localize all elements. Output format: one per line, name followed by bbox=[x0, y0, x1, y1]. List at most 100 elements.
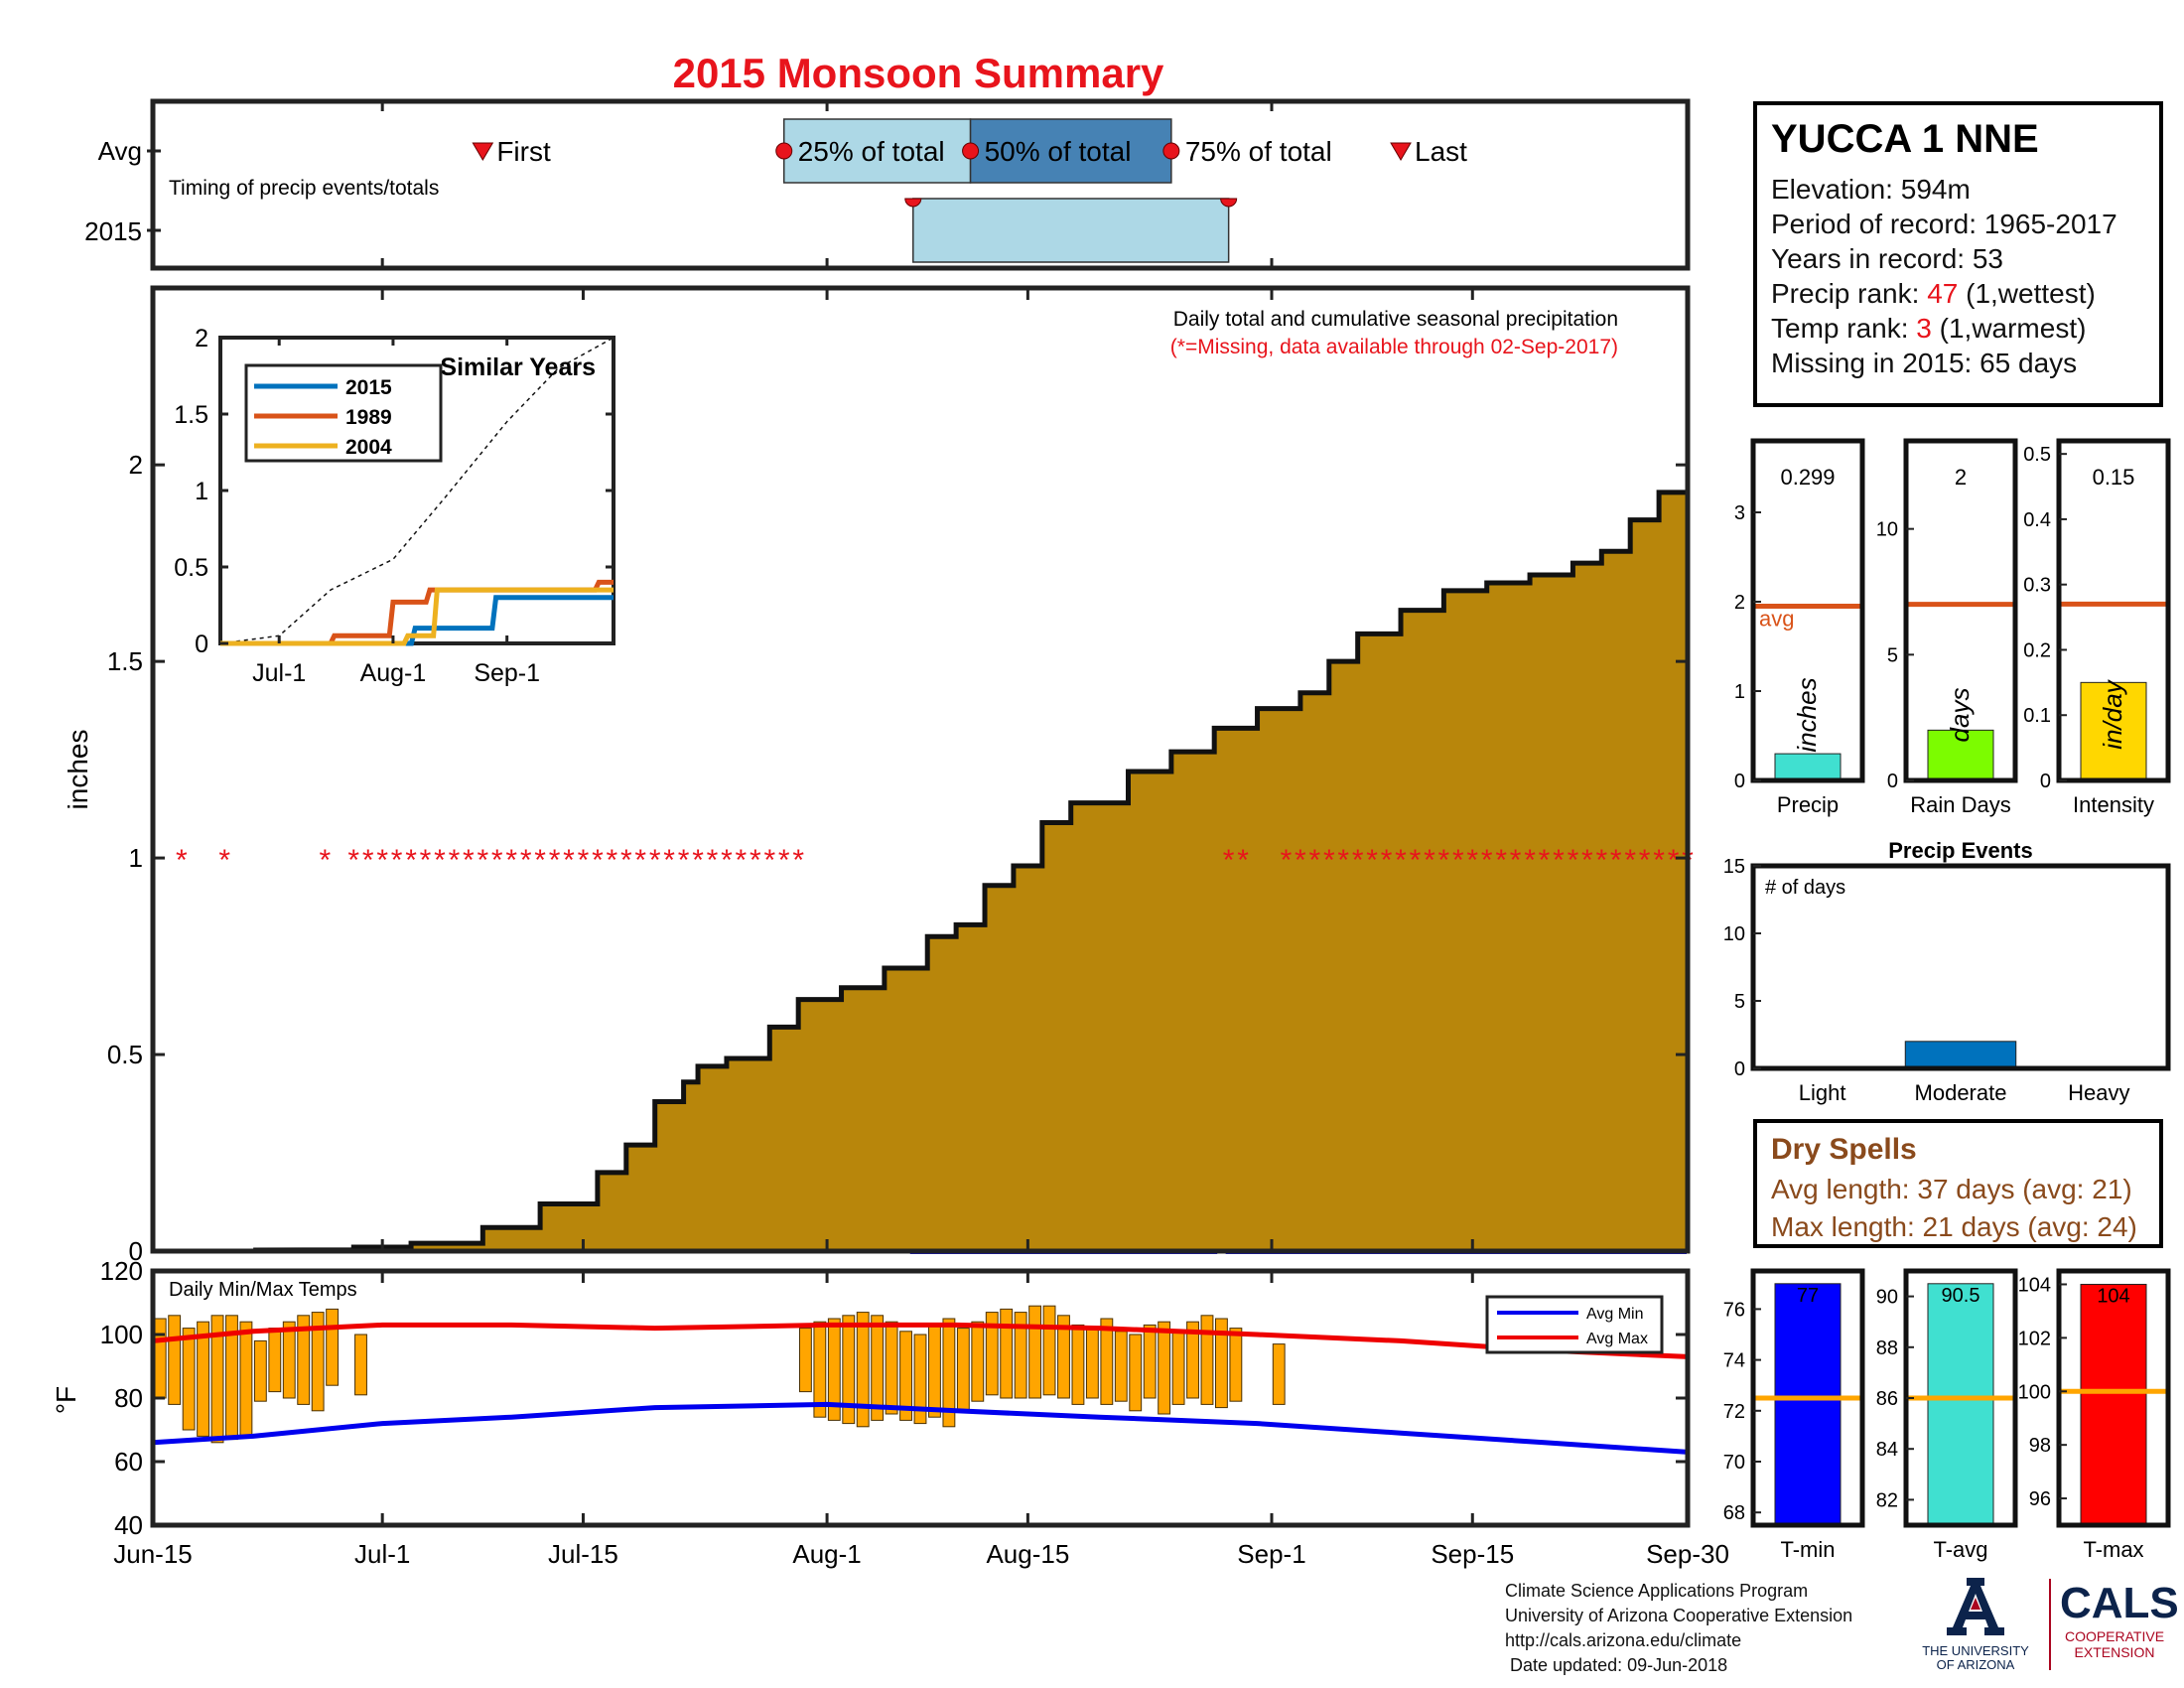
missing-marker: * bbox=[1568, 844, 1579, 877]
summary-ytick-label: 0 bbox=[1887, 771, 1898, 792]
missing-marker: * bbox=[1639, 844, 1651, 877]
temp-bar bbox=[1000, 1308, 1014, 1399]
logo-divider bbox=[2049, 1579, 2051, 1670]
summary-unit-2: days bbox=[1945, 688, 1975, 743]
summary-panel-bg-2 bbox=[1906, 441, 2015, 780]
temp-bar bbox=[956, 1328, 970, 1412]
avg-min-line bbox=[152, 1401, 1689, 1455]
precip-rank-value: 47 bbox=[1927, 278, 1959, 309]
temp-bar bbox=[1186, 1321, 1199, 1399]
temp-bar bbox=[928, 1324, 941, 1418]
station-precip-rank: Precip rank: 47 (1,wettest) bbox=[1771, 276, 2145, 311]
missing-marker: * bbox=[578, 844, 590, 877]
xtick-label: Sep-15 bbox=[1431, 1539, 1514, 1569]
temp-bar bbox=[1042, 1305, 1056, 1396]
temp-bar bbox=[827, 1318, 841, 1421]
summary-bar-1 bbox=[1774, 753, 1842, 781]
temp-ytick-label: 96 bbox=[2029, 1488, 2051, 1510]
temp-bar bbox=[1100, 1318, 1114, 1405]
missing-marker: * bbox=[750, 844, 761, 877]
missing-marker: * bbox=[634, 844, 646, 877]
summary-ytick-label: 3 bbox=[1734, 502, 1745, 524]
summary-panel-frame-3 bbox=[2056, 438, 2171, 783]
temps-note: Daily Min/Max Temps bbox=[169, 1279, 357, 1301]
timing-panel: Avg 2015 Timing of precip events/totals … bbox=[84, 98, 1691, 271]
temp-bar bbox=[971, 1321, 985, 1402]
precip-events-ytick-label: 15 bbox=[1723, 856, 1745, 878]
station-years: Years in record: 53 bbox=[1771, 243, 2003, 274]
temp-panel-frame-1 bbox=[1750, 1268, 1865, 1528]
missing-marker: * bbox=[505, 844, 517, 877]
summary-bar-2 bbox=[1927, 729, 1994, 781]
temps-chart: 40 60 80 100 120 Daily Min/Max Temps °F Avg … bbox=[51, 1256, 1691, 1540]
summary-ytick-label: 0.3 bbox=[2023, 575, 2051, 597]
precip-ytick-label: 1 bbox=[129, 843, 143, 873]
xtick-label: Jun-15 bbox=[113, 1539, 193, 1569]
dry-spells-title: Dry Spells bbox=[1771, 1133, 1917, 1166]
summary-ytick-label: 0.5 bbox=[2023, 444, 2051, 466]
precip-ytick-label: 0 bbox=[129, 1236, 143, 1266]
precip-events-bar-moderate bbox=[1904, 1041, 2017, 1069]
precip-events-bg bbox=[1753, 866, 2168, 1068]
temp-bar bbox=[913, 1334, 927, 1425]
temp-bar bbox=[311, 1312, 325, 1412]
summary-avg-label: avg bbox=[1759, 607, 1794, 632]
summary-panel-frame-2 bbox=[1903, 438, 2018, 783]
temp-ytick-label: 68 bbox=[1723, 1502, 1745, 1524]
missing-marker: * bbox=[663, 844, 675, 877]
missing-marker: * bbox=[362, 844, 374, 877]
inset-legend-label-2015: 2015 bbox=[345, 376, 392, 399]
timing-row-label-avg: Avg bbox=[98, 136, 142, 166]
temp-bar bbox=[842, 1315, 856, 1425]
missing-marker: * bbox=[1352, 844, 1364, 877]
credits-line-3[interactable]: http://cals.arizona.edu/climate bbox=[1505, 1630, 1742, 1650]
inset-ytick-label: 1 bbox=[195, 478, 208, 505]
summary-ytick-label: 0.4 bbox=[2023, 509, 2051, 531]
precip-events-title: Precip Events bbox=[1888, 838, 2033, 863]
dry-spells-max-length: Max length: 21 days (avg: 24) bbox=[1771, 1211, 2137, 1242]
missing-marker: * bbox=[218, 844, 230, 877]
missing-marker: * bbox=[391, 844, 403, 877]
missing-marker: * bbox=[449, 844, 461, 877]
credits-line-2: University of Arizona Cooperative Extens… bbox=[1505, 1606, 1853, 1625]
xtick-label: Sep-30 bbox=[1646, 1539, 1729, 1569]
avg-first-marker bbox=[472, 142, 494, 161]
missing-marker: * bbox=[707, 844, 719, 877]
temp-ytick-label: 98 bbox=[2029, 1435, 2051, 1457]
temp-bar bbox=[985, 1312, 999, 1396]
temp-bar bbox=[899, 1331, 912, 1421]
temp-bar bbox=[1158, 1321, 1171, 1415]
temp-summary-value-2: 90.5 bbox=[1942, 1285, 1980, 1307]
station-elevation: Elevation: 594m bbox=[1771, 174, 1971, 205]
temp-bar bbox=[1071, 1324, 1085, 1405]
marker-2015-start bbox=[904, 198, 922, 208]
temp-ytick-label: 84 bbox=[1876, 1439, 1898, 1461]
temp-bar bbox=[942, 1318, 956, 1428]
missing-marker: * bbox=[778, 844, 790, 877]
inset-ytick-label: 0 bbox=[195, 631, 208, 658]
avg-label-25: 25% of total bbox=[798, 136, 945, 167]
missing-marker: * bbox=[549, 844, 561, 877]
missing-marker: * bbox=[607, 844, 618, 877]
missing-marker: * bbox=[491, 844, 503, 877]
precip-missing-note: (*=Missing, data available through 02-Se… bbox=[1170, 336, 1618, 358]
precip-events-ytick-label: 0 bbox=[1734, 1058, 1745, 1080]
summary-ytick-label: 2 bbox=[1734, 592, 1745, 614]
dry-spells-box: Dry Spells Avg length: 37 days (avg: 21)… bbox=[1753, 1119, 2163, 1248]
summary-ytick-label: 5 bbox=[1887, 644, 1898, 666]
temp-bar bbox=[856, 1312, 870, 1428]
legend-avg-min: Avg Min bbox=[1586, 1306, 1644, 1323]
missing-marker: * bbox=[563, 844, 575, 877]
precip-rank-label: Precip rank: bbox=[1771, 278, 1920, 309]
station-name: YUCCA 1 NNE bbox=[1771, 117, 2039, 161]
inset-legend-label-2004: 2004 bbox=[345, 436, 392, 459]
temp-bar bbox=[253, 1339, 267, 1402]
summary-panel-frame-1 bbox=[1750, 438, 1865, 783]
precip-events-frame bbox=[1750, 863, 2171, 1071]
dry-spells-avg-length: Avg length: 37 days (avg: 21) bbox=[1771, 1174, 2132, 1204]
missing-marker: * bbox=[1495, 844, 1507, 877]
temp-summary-bar-3 bbox=[2080, 1283, 2147, 1526]
missing-marker: * bbox=[1237, 844, 1249, 877]
summary-panel-bg-1 bbox=[1753, 441, 1862, 780]
missing-marker: * bbox=[1624, 844, 1636, 877]
